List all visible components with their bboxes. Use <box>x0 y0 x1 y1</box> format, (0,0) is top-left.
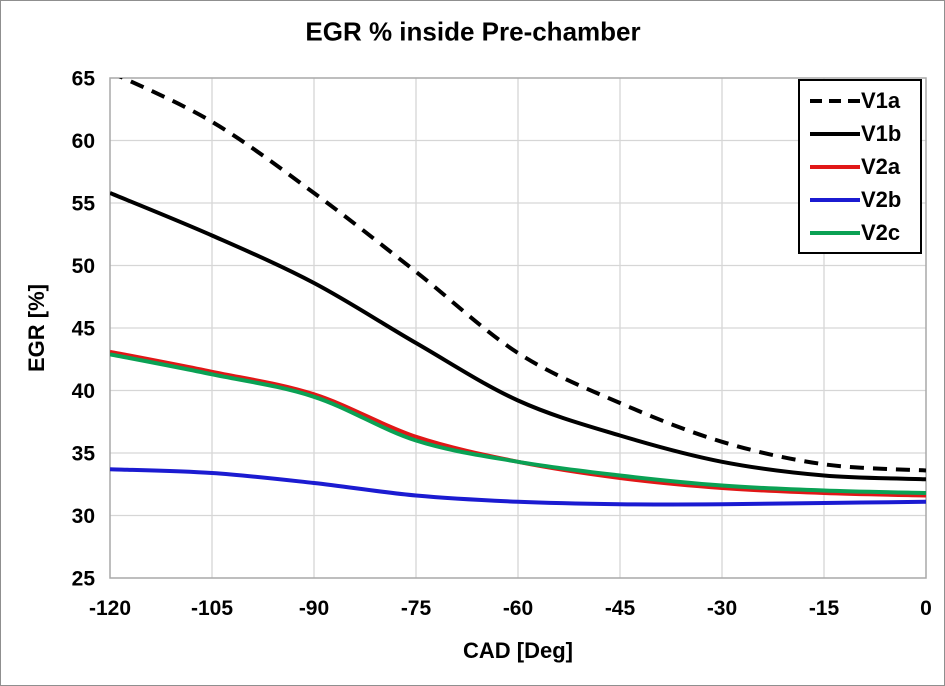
legend-item-V2c[interactable]: V2c <box>809 219 920 245</box>
y-tick-label: 60 <box>72 130 95 153</box>
legend-line-sample-V1a <box>810 98 860 103</box>
x-tick-label: -30 <box>707 597 737 620</box>
legend-line-sample-V1b <box>810 131 860 136</box>
x-tick-label: -90 <box>299 597 329 620</box>
legend-item-V2a[interactable]: V2a <box>809 153 920 179</box>
x-tick-label: -75 <box>401 597 432 620</box>
series-V2c-line <box>110 352 926 495</box>
legend-item-V2b[interactable]: V2b <box>809 186 920 212</box>
legend-line-sample-V2a <box>810 164 860 169</box>
legend-label-V1b: V1b <box>861 120 902 146</box>
x-tick-label: -15 <box>809 597 840 620</box>
legend-label-V2c: V2c <box>861 219 901 245</box>
y-tick-label: 50 <box>72 255 95 278</box>
legend-line-sample-V2b <box>810 197 860 202</box>
series-V1b-line <box>110 191 926 482</box>
x-tick-label: -120 <box>89 597 131 620</box>
legend-label-V2a: V2a <box>861 153 901 179</box>
y-tick-label: 25 <box>72 568 96 591</box>
x-tick-label: 0 <box>920 597 932 620</box>
y-tick-label: 55 <box>72 193 96 216</box>
x-tick-label: -45 <box>605 597 636 620</box>
x-tick-label: -60 <box>503 597 533 620</box>
series-V2b-line <box>110 467 926 507</box>
legend-label-V1a: V1a <box>861 87 901 113</box>
legend-label-V2b: V2b <box>861 186 902 212</box>
plot-border <box>109 77 927 579</box>
chart-title: EGR % inside Pre-chamber <box>305 16 641 47</box>
y-tick-label: 65 <box>72 68 96 91</box>
legend-line-sample-V2c <box>810 230 860 235</box>
y-tick-label: 40 <box>72 380 95 403</box>
y-tick-label: 35 <box>72 443 96 466</box>
x-axis-title: CAD [Deg] <box>463 638 573 663</box>
x-tick-label: -105 <box>191 597 233 620</box>
series-V1a-line <box>118 78 926 473</box>
legend: V1a V1b V2a V2b V2c <box>798 79 922 254</box>
legend-item-V1a[interactable]: V1a <box>809 87 920 113</box>
y-tick-label: 45 <box>72 318 96 341</box>
legend-item-V1b[interactable]: V1b <box>809 120 920 146</box>
y-tick-label: 30 <box>72 505 95 528</box>
